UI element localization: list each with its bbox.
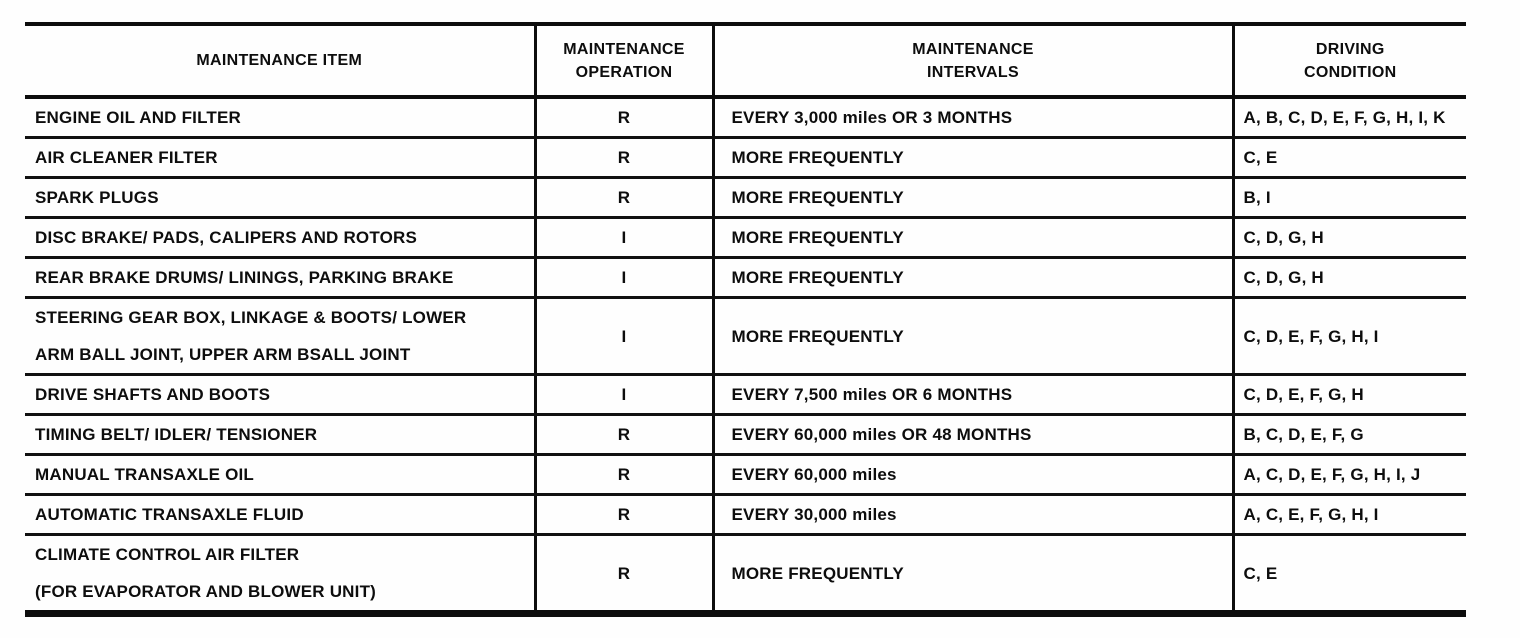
cell-driving-condition: A, C, E, F, G, H, I	[1233, 494, 1466, 536]
table-body: ENGINE OIL AND FILTER R EVERY 3,000 mile…	[25, 97, 1466, 615]
cell-maintenance-item: DISC BRAKE/ PADS, CALIPERS AND ROTORS	[25, 217, 537, 259]
cell-maintenance-interval: EVERY 60,000 miles	[713, 454, 1235, 496]
cell-maintenance-item: TIMING BELT/ IDLER/ TENSIONER	[25, 414, 537, 456]
table-row: MANUAL TRANSAXLE OIL R EVERY 60,000 mile…	[25, 454, 1466, 496]
table-row: REAR BRAKE DRUMS/ LININGS, PARKING BRAKE…	[25, 257, 1466, 299]
cell-maintenance-interval: MORE FREQUENTLY	[713, 137, 1235, 179]
cell-maintenance-operation: R	[535, 137, 715, 179]
cell-maintenance-operation: R	[535, 414, 715, 456]
cell-driving-condition: B, C, D, E, F, G	[1233, 414, 1466, 456]
cell-maintenance-interval: MORE FREQUENTLY	[713, 534, 1235, 615]
cell-driving-condition: A, C, D, E, F, G, H, I, J	[1233, 454, 1466, 496]
cell-driving-condition: A, B, C, D, E, F, G, H, I, K	[1233, 97, 1466, 139]
column-header-driving-condition: DRIVING CONDITION	[1233, 24, 1466, 99]
table-row: ENGINE OIL AND FILTER R EVERY 3,000 mile…	[25, 97, 1466, 139]
cell-driving-condition: C, E	[1233, 137, 1466, 179]
cell-maintenance-item: CLIMATE CONTROL AIR FILTER (FOR EVAPORAT…	[25, 534, 537, 615]
column-header-maintenance-item: MAINTENANCE ITEM	[25, 24, 537, 99]
cell-maintenance-interval: EVERY 30,000 miles	[713, 494, 1235, 536]
cell-maintenance-interval: EVERY 3,000 miles OR 3 MONTHS	[713, 97, 1235, 139]
cell-maintenance-operation: I	[535, 374, 715, 416]
cell-maintenance-operation: R	[535, 494, 715, 536]
table-row: DISC BRAKE/ PADS, CALIPERS AND ROTORS I …	[25, 217, 1466, 259]
header-row: MAINTENANCE ITEM MAINTENANCE OPERATION M…	[25, 24, 1466, 99]
cell-driving-condition: C, D, G, H	[1233, 257, 1466, 299]
cell-maintenance-item: SPARK PLUGS	[25, 177, 537, 219]
column-header-maintenance-intervals: MAINTENANCE INTERVALS	[713, 24, 1235, 99]
cell-maintenance-operation: R	[535, 454, 715, 496]
cell-driving-condition: C, E	[1233, 534, 1466, 615]
cell-maintenance-interval: MORE FREQUENTLY	[713, 257, 1235, 299]
cell-driving-condition: C, D, G, H	[1233, 217, 1466, 259]
cell-maintenance-operation: R	[535, 534, 715, 615]
cell-maintenance-operation: R	[535, 97, 715, 139]
cell-maintenance-operation: I	[535, 257, 715, 299]
cell-maintenance-operation: I	[535, 217, 715, 259]
cell-maintenance-interval: EVERY 7,500 miles OR 6 MONTHS	[713, 374, 1235, 416]
cell-maintenance-item: REAR BRAKE DRUMS/ LININGS, PARKING BRAKE	[25, 257, 537, 299]
cell-maintenance-interval: MORE FREQUENTLY	[713, 177, 1235, 219]
cell-maintenance-item: ENGINE OIL AND FILTER	[25, 97, 537, 139]
cell-maintenance-operation: R	[535, 177, 715, 219]
cell-maintenance-item: MANUAL TRANSAXLE OIL	[25, 454, 537, 496]
table-row: TIMING BELT/ IDLER/ TENSIONER R EVERY 60…	[25, 414, 1466, 456]
cell-maintenance-item: DRIVE SHAFTS AND BOOTS	[25, 374, 537, 416]
table-row: AIR CLEANER FILTER R MORE FREQUENTLY C, …	[25, 137, 1466, 179]
cell-driving-condition: C, D, E, F, G, H	[1233, 374, 1466, 416]
cell-maintenance-interval: MORE FREQUENTLY	[713, 217, 1235, 259]
cell-driving-condition: C, D, E, F, G, H, I	[1233, 297, 1466, 376]
cell-maintenance-interval: EVERY 60,000 miles OR 48 MONTHS	[713, 414, 1235, 456]
column-header-maintenance-operation: MAINTENANCE OPERATION	[535, 24, 715, 99]
cell-maintenance-item: AIR CLEANER FILTER	[25, 137, 537, 179]
cell-driving-condition: B, I	[1233, 177, 1466, 219]
table-row: AUTOMATIC TRANSAXLE FLUID R EVERY 30,000…	[25, 494, 1466, 536]
table-row: STEERING GEAR BOX, LINKAGE & BOOTS/ LOWE…	[25, 297, 1466, 376]
table-row: DRIVE SHAFTS AND BOOTS I EVERY 7,500 mil…	[25, 374, 1466, 416]
cell-maintenance-item: STEERING GEAR BOX, LINKAGE & BOOTS/ LOWE…	[25, 297, 537, 376]
table-row: SPARK PLUGS R MORE FREQUENTLY B, I	[25, 177, 1466, 219]
cell-maintenance-operation: I	[535, 297, 715, 376]
cell-maintenance-item: AUTOMATIC TRANSAXLE FLUID	[25, 494, 537, 536]
table-row: CLIMATE CONTROL AIR FILTER (FOR EVAPORAT…	[25, 534, 1466, 615]
maintenance-schedule-table: MAINTENANCE ITEM MAINTENANCE OPERATION M…	[25, 22, 1466, 617]
cell-maintenance-interval: MORE FREQUENTLY	[713, 297, 1235, 376]
